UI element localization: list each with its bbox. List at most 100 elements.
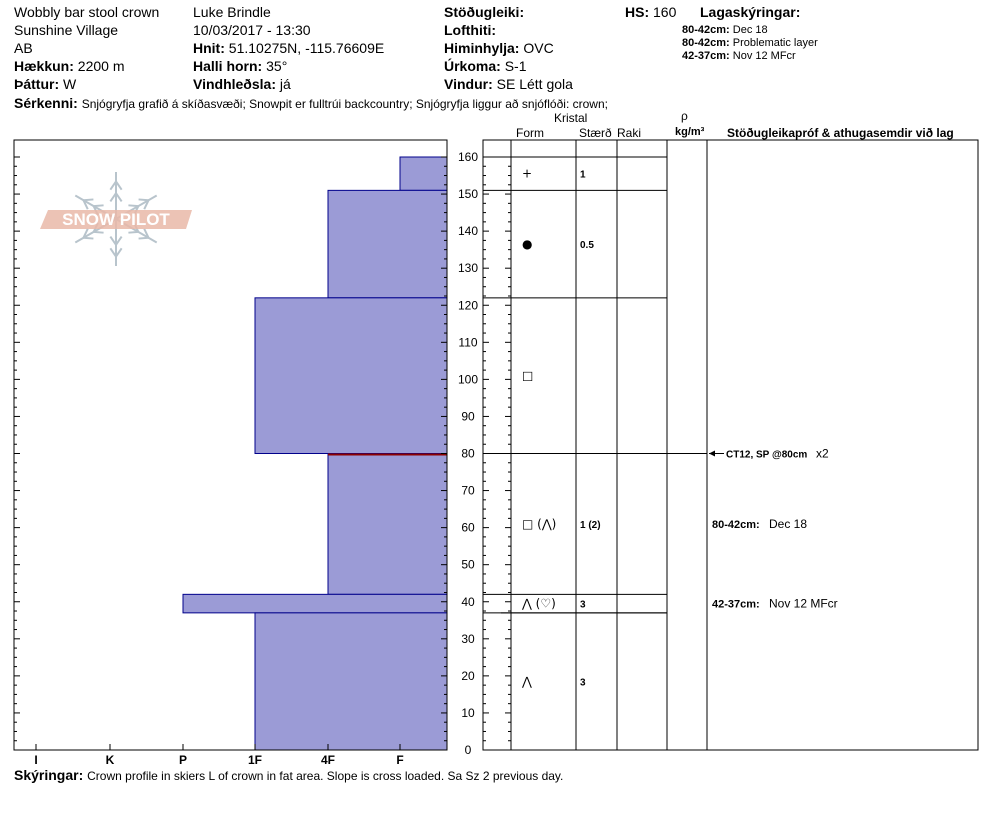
crystal-form: ⋀ (♡) [521,597,556,611]
features: Sérkenni: Snjógryfja grafið á skíðasvæði… [14,95,608,112]
test-arrow-head [709,450,715,457]
precip-value: S-1 [504,58,527,74]
site-name: Wobbly bar stool crown [14,4,160,20]
layer-note-3: 42-37cm: Nov 12 MFcr [682,50,796,62]
snowflake-branch [138,198,149,202]
crystal-form: ● [522,237,532,251]
layer-note-range: 80-42cm: [682,24,730,36]
col-crystal: Kristal [554,111,588,125]
stability: Stöðugleiki: [444,4,524,20]
layer-bar [254,612,448,751]
layer-note-text: Nov 12 MFcr [732,50,796,62]
depth-tick-label: 110 [458,335,477,349]
snowflake-branch [115,247,123,258]
snowflake-branch [115,192,123,202]
stability-label: Stöðugleiki: [444,4,525,20]
hardness-label: 4F [321,753,335,767]
depth-tick-label: 90 [461,409,475,423]
depth-tick-label: 160 [458,150,478,164]
hs: HS: 160 [625,4,676,20]
crystal-size: 0.5 [580,240,594,251]
footer: Skýringar: Crown profile in skiers L of … [14,767,563,784]
slope: Halli horn: 35° [193,58,287,74]
snowflake-branch [115,236,123,246]
datetime: 10/03/2017 - 13:30 [193,22,311,38]
sky: Himinhylja: OVC [444,40,554,56]
hs-label: HS: [625,4,650,20]
depth-tick-label: 100 [458,372,478,386]
wind-loading-label: Vindhleðsla: [193,76,276,92]
elevation-value: 2200 m [77,58,125,74]
hardness-plot-frame [13,139,448,751]
annotation-text: Dec 18 [769,517,807,531]
snowflake-branch [115,180,123,191]
crystal-size: 3 [580,677,586,688]
layer-bar [327,453,448,595]
crystal-size: 1 [580,170,586,181]
aspect-value: W [63,76,77,92]
depth-tick-label: 30 [461,632,475,646]
crystal-form: □ [522,369,533,383]
annotation-range: 42-37cm: [712,599,760,611]
snowflake-branch [128,204,139,208]
snowflake-branch [109,236,117,246]
depth-tick-label: 120 [458,298,478,312]
depth-tick-label: 80 [461,447,475,461]
annotation-range: 80-42cm: [712,519,760,531]
depth-tick-label: 140 [458,224,478,238]
features-value: Snjógryfja grafið á skíðasvæði; Snowpit … [81,97,608,111]
stability-test-result: CT12, SP @80cm [726,450,807,461]
hs-value: 160 [653,4,677,20]
snowflake-branch [138,236,149,240]
slope-value: 35° [266,58,288,74]
wind-loading: Vindhleðsla: já [193,76,291,92]
layer-notes-title: Lagaskýringar: [700,4,801,20]
features-label: Sérkenni: [14,95,78,111]
col-size: Stærð [579,126,612,140]
coords-label: Hnit: [193,40,225,56]
depth-tick-label: 150 [458,187,478,201]
layer-bar [327,189,448,299]
air-temp: Lofthiti: [444,22,496,38]
layer-note-1: 80-42cm: Dec 18 [682,24,768,36]
hardness-label: F [396,753,403,767]
stability-test-count: x2 [816,447,829,461]
snowflake-branch [93,230,104,234]
logo-text: SNOW PILOT [62,210,170,229]
aspect: Þáttur: W [14,76,76,92]
snowflake-branch [143,199,150,210]
col-rho: ρ [681,109,688,123]
layer-bar [182,593,448,614]
snowflake-branch [93,204,104,208]
depth-tick-label: 20 [461,669,475,683]
annotation-text: Nov 12 MFcr [769,597,838,611]
coords: Hnit: 51.10275N, -115.76609E [193,40,384,56]
wind: Vindur: SE Létt gola [444,76,573,92]
precip-label: Úrkoma: [444,58,501,74]
crystal-form: ⋀ [521,674,532,688]
footer-value: Crown profile in skiers L of crown in fa… [87,769,564,783]
sky-value: OVC [523,40,554,56]
wind-loading-value: já [279,76,291,92]
snowflake-branch [143,228,150,239]
hardness-label: I [34,753,37,767]
crystal-form: □ (⋀) [522,517,556,531]
snowflake-branch [109,247,117,258]
location: Sunshine Village [14,22,119,38]
aspect-label: Þáttur: [14,76,60,92]
layer-bar [399,156,448,191]
crystal-size: 1 (2) [580,520,601,531]
col-density-unit: kg/m³ [675,126,705,138]
hardness-label: P [179,753,187,767]
hardness-label: K [106,753,115,767]
region: AB [14,40,33,56]
observer: Luke Brindle [193,4,271,20]
wind-label: Vindur: [444,76,493,92]
col-form: Form [516,126,544,140]
crystal-size: 3 [580,600,586,611]
layer-note-2: 80-42cm: Problematic layer [682,37,818,49]
wind-value: SE Létt gola [496,76,573,92]
precip: Úrkoma: S-1 [444,58,526,74]
depth-tick-label: 50 [461,558,475,572]
